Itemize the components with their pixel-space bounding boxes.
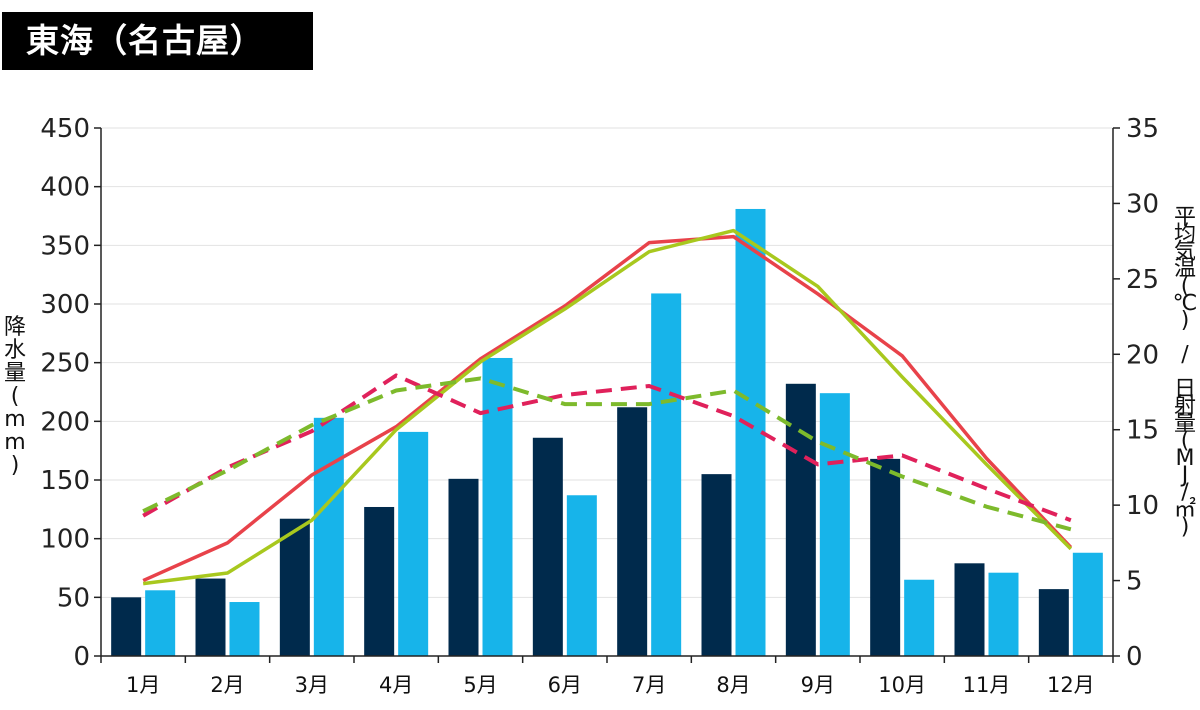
right-tick-label: 35	[1126, 114, 1159, 144]
bar-b-3	[313, 417, 344, 656]
bar-a-11	[954, 563, 985, 656]
right-axis-title: 平均気温(℃) / 日射量(M J / ㎡)	[1173, 205, 1198, 540]
left-tick-label: 0	[73, 642, 90, 672]
bar-a-3	[279, 518, 310, 656]
line-dashed-2	[142, 373, 1072, 523]
left-tick-label: 300	[40, 290, 90, 320]
x-axis-ticks: 1月 2月 3月 4月 5月 6月 7月 8月 9月 10月 11月 12月	[126, 673, 1095, 697]
bar-a-8	[701, 474, 732, 656]
right-tick-label: 0	[1126, 642, 1143, 672]
bar-series	[111, 208, 1103, 656]
bar-b-6	[566, 495, 597, 656]
right-axis-ticks: 0 5 10 15 20 25 30 35	[1113, 114, 1159, 672]
x-tick-label: 6月	[548, 673, 582, 697]
left-tick-label: 400	[40, 173, 90, 203]
bar-b-8	[735, 208, 766, 656]
x-tick-label: 3月	[295, 673, 329, 697]
bar-a-5	[448, 478, 479, 656]
bar-a-2	[195, 578, 226, 656]
right-tick-label: 5	[1126, 567, 1143, 597]
x-tick-label: 2月	[210, 673, 244, 697]
left-tick-label: 350	[40, 231, 90, 261]
line-solid-0	[142, 234, 1073, 583]
x-tick-label: 10月	[878, 673, 926, 697]
line-series	[142, 228, 1073, 586]
left-tick-label: 250	[40, 349, 90, 379]
bar-b-7	[651, 293, 682, 656]
left-axis-label: 降水量(m m)	[4, 315, 26, 478]
bar-a-7	[617, 407, 648, 656]
left-tick-label: 450	[40, 114, 90, 144]
bar-b-9	[819, 393, 850, 656]
x-tick-label: 9月	[801, 673, 835, 697]
x-tick-label: 11月	[963, 673, 1011, 697]
bar-a-12	[1038, 589, 1069, 656]
right-tick-label: 20	[1126, 340, 1159, 370]
bar-b-12	[1072, 552, 1103, 656]
x-tick-label: 5月	[463, 673, 497, 697]
left-tick-label: 50	[57, 583, 90, 613]
bar-a-6	[532, 437, 563, 656]
bar-a-4	[364, 506, 395, 656]
line-solid-1	[142, 228, 1073, 586]
right-tick-label: 30	[1126, 189, 1159, 219]
right-tick-label: 25	[1126, 265, 1159, 295]
x-tick-label: 1月	[126, 673, 160, 697]
bar-b-2	[229, 602, 260, 656]
bar-b-5	[482, 357, 513, 656]
bar-b-10	[904, 579, 935, 656]
axes	[100, 128, 1114, 663]
right-tick-label: 10	[1126, 491, 1159, 521]
chart-title: 東海（名古屋）	[2, 12, 313, 70]
x-tick-label: 8月	[716, 673, 750, 697]
right-axis-label: 平均気温(℃) / 日射量(M J / ㎡)	[1173, 205, 1198, 540]
bar-a-1	[111, 597, 142, 656]
left-tick-label: 100	[40, 525, 90, 555]
bar-b-11	[988, 572, 1019, 656]
left-axis-title: 降水量(m m)	[4, 315, 26, 478]
left-tick-label: 200	[40, 407, 90, 437]
bar-b-1	[145, 590, 176, 656]
x-tick-label: 12月	[1047, 673, 1095, 697]
left-tick-label: 150	[40, 466, 90, 496]
bar-b-4	[398, 431, 429, 656]
bar-a-10	[870, 458, 901, 656]
x-tick-label: 7月	[632, 673, 666, 697]
left-axis-ticks: 0 50 100 150 200 250 300 350 400 450	[40, 114, 101, 672]
gridlines	[101, 127, 1113, 598]
line-dashed-3	[142, 376, 1072, 532]
x-tick-label: 4月	[379, 673, 413, 697]
right-tick-label: 15	[1126, 416, 1159, 446]
